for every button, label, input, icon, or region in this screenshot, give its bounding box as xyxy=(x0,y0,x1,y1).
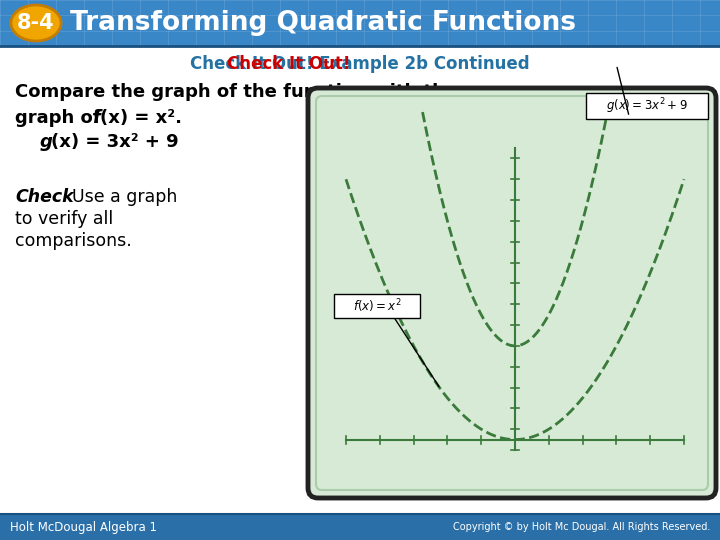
Text: Check It Out!: Check It Out! xyxy=(227,55,351,73)
Text: (x) = x².: (x) = x². xyxy=(100,109,182,127)
FancyBboxPatch shape xyxy=(334,294,420,319)
Bar xyxy=(0,0,720,46)
Ellipse shape xyxy=(11,5,61,41)
Text: f: f xyxy=(92,109,100,127)
Text: Transforming Quadratic Functions: Transforming Quadratic Functions xyxy=(70,10,576,36)
Text: $g(x) = 3x^2 + 9$: $g(x) = 3x^2 + 9$ xyxy=(606,96,688,116)
Text: Check It Out! Example 2b Continued: Check It Out! Example 2b Continued xyxy=(190,55,530,73)
Text: 8-4: 8-4 xyxy=(17,13,55,33)
Text: Compare the graph of the function with the: Compare the graph of the function with t… xyxy=(15,83,457,101)
Text: Copyright © by Holt Mc Dougal. All Rights Reserved.: Copyright © by Holt Mc Dougal. All Right… xyxy=(453,522,710,532)
FancyBboxPatch shape xyxy=(586,93,708,119)
Text: Check: Check xyxy=(15,188,73,206)
Text: $f(x) = x^2$: $f(x) = x^2$ xyxy=(353,298,401,315)
Text: (x) = 3x² + 9: (x) = 3x² + 9 xyxy=(51,133,179,151)
Bar xyxy=(0,514,720,540)
Text: graph of: graph of xyxy=(15,109,107,127)
Text: Use a graph: Use a graph xyxy=(72,188,177,206)
Text: comparisons.: comparisons. xyxy=(15,232,132,250)
FancyBboxPatch shape xyxy=(308,88,716,498)
Text: to verify all: to verify all xyxy=(15,210,113,228)
Text: g: g xyxy=(40,133,53,151)
Text: Holt McDougal Algebra 1: Holt McDougal Algebra 1 xyxy=(10,521,157,534)
